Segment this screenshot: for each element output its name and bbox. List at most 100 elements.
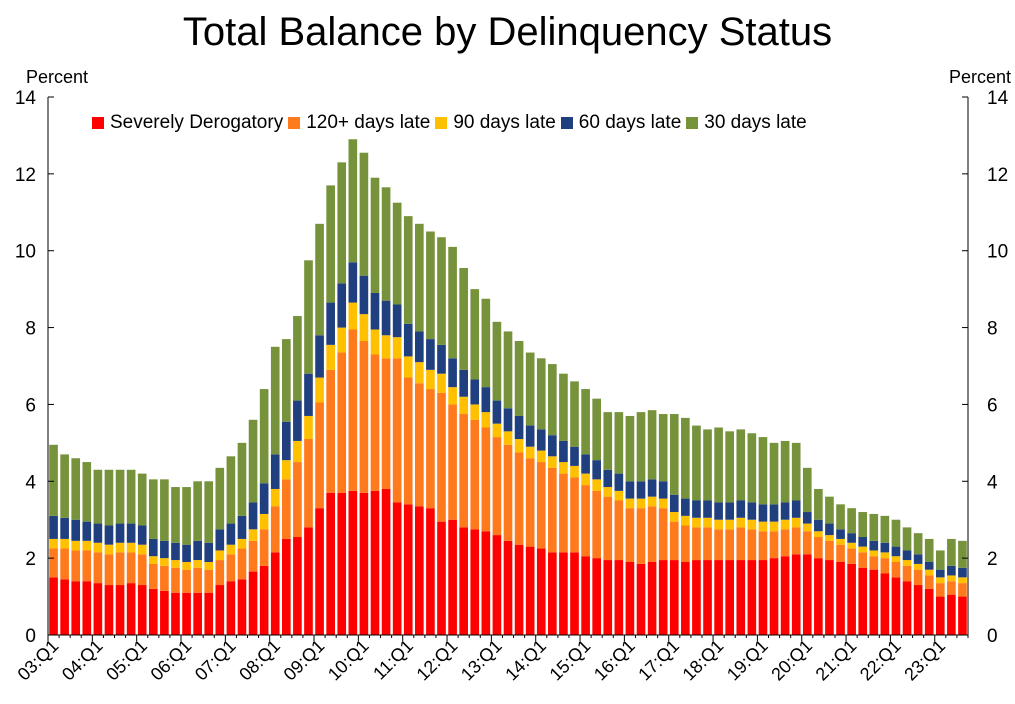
bar-segment-0: [148, 588, 158, 635]
bar-segment-0: [93, 583, 103, 635]
bar-segment-4: [403, 216, 413, 324]
bar-segment-2: [791, 517, 801, 528]
bar-segment-1: [947, 581, 956, 595]
legend-swatch-120-days-late: [288, 117, 301, 129]
bar-segment-0: [426, 508, 435, 635]
bar-segment-0: [769, 558, 779, 635]
bar-segment-3: [426, 339, 435, 370]
bar-segment-2: [215, 550, 225, 561]
legend-swatch-30-days-late: [686, 117, 699, 129]
bar-segment-2: [270, 488, 280, 507]
bar-segment-3: [148, 538, 158, 557]
x-tick-label: 10:Q1: [324, 636, 373, 685]
bar-segment-1: [392, 358, 402, 503]
bar-segment-4: [913, 533, 923, 555]
bar-segment-4: [548, 364, 557, 436]
x-tick-label: 20:Q1: [767, 636, 816, 685]
x-tick-label: 21:Q1: [812, 636, 861, 685]
bar-segment-3: [791, 500, 801, 518]
bar-segment-0: [437, 521, 446, 635]
bar-segment-4: [392, 202, 402, 305]
bar-segment-3: [514, 415, 524, 440]
bar-segment-4: [725, 431, 735, 503]
bar-segment-0: [49, 577, 58, 635]
x-tick-label: 12:Q1: [413, 636, 462, 685]
bar-segment-4: [437, 237, 446, 345]
bar-segment-2: [581, 473, 590, 486]
bar-segment-2: [658, 498, 668, 509]
bar-segment-4: [381, 187, 391, 301]
chart-legend: Severely Derogatory 120+ days late 90 da…: [92, 112, 812, 134]
bar-segment-1: [293, 462, 302, 538]
bar-segment-2: [536, 450, 546, 463]
bar-segment-0: [681, 561, 690, 635]
bar-segment-4: [947, 538, 956, 566]
bar-segment-2: [758, 521, 768, 532]
bar-segment-3: [470, 379, 480, 405]
bar-segment-3: [337, 283, 347, 328]
bar-segment-1: [60, 548, 69, 580]
bar-segment-2: [104, 544, 114, 555]
bar-segment-0: [281, 538, 291, 635]
bar-segment-3: [603, 469, 613, 488]
bar-segment-0: [226, 581, 236, 635]
bar-segment-2: [847, 542, 856, 549]
bar-segment-3: [49, 515, 58, 539]
bar-segment-0: [448, 519, 457, 635]
bar-segment-1: [603, 496, 613, 561]
x-tick-label: 08:Q1: [235, 636, 284, 685]
bar-segment-4: [326, 185, 335, 303]
bar-segment-0: [791, 554, 801, 635]
x-tick-label: 16:Q1: [590, 636, 639, 685]
bar-segment-2: [947, 575, 956, 582]
bar-segment-0: [536, 548, 546, 635]
left-y-tick-label: 6: [25, 395, 36, 416]
bar-segment-3: [304, 373, 313, 416]
bar-segment-1: [714, 529, 723, 561]
bar-segment-2: [492, 423, 502, 438]
bar-segment-1: [93, 552, 103, 584]
bar-segment-3: [880, 542, 890, 553]
bar-segment-2: [459, 396, 468, 415]
bar-segment-4: [891, 519, 901, 547]
bar-segment-3: [448, 358, 457, 388]
bar-segment-4: [270, 346, 280, 455]
bar-segment-2: [880, 552, 890, 559]
bar-segment-2: [304, 415, 313, 440]
bar-segment-0: [293, 537, 302, 635]
bar-segment-2: [714, 519, 723, 530]
bar-segment-4: [293, 316, 302, 401]
bar-segment-2: [614, 490, 624, 501]
bar-segment-0: [381, 488, 391, 635]
bar-segment-4: [603, 412, 613, 470]
bar-segment-2: [636, 498, 646, 509]
bar-segment-2: [71, 540, 81, 551]
bar-segment-0: [492, 535, 502, 635]
bar-segment-0: [237, 579, 247, 635]
bar-segment-1: [758, 531, 768, 561]
bar-segment-4: [49, 444, 58, 516]
legend-label-30-days-late: 30 days late: [704, 112, 807, 133]
bar-segment-0: [459, 527, 468, 635]
bar-segment-3: [692, 500, 701, 518]
bar-segment-3: [869, 540, 879, 551]
bar-segment-2: [802, 523, 812, 532]
bar-segment-3: [248, 502, 258, 530]
bar-segment-3: [924, 561, 934, 570]
right-y-tick-label: 14: [987, 88, 1009, 109]
bar-segment-1: [448, 404, 457, 520]
bar-segment-2: [858, 546, 868, 553]
bar-segment-2: [415, 362, 424, 384]
bar-segment-0: [636, 563, 646, 635]
legend-item-severely-derogatory: Severely Derogatory: [92, 112, 283, 134]
bar-segment-0: [115, 585, 125, 635]
bar-segment-0: [947, 594, 956, 635]
bar-segment-3: [947, 565, 956, 576]
bar-segment-3: [614, 473, 624, 491]
bar-segment-1: [658, 508, 668, 561]
bar-segment-2: [348, 302, 358, 330]
bar-segment-3: [437, 344, 446, 374]
bar-segment-3: [104, 525, 114, 545]
bar-segment-4: [137, 473, 147, 526]
bar-segment-0: [126, 583, 136, 635]
